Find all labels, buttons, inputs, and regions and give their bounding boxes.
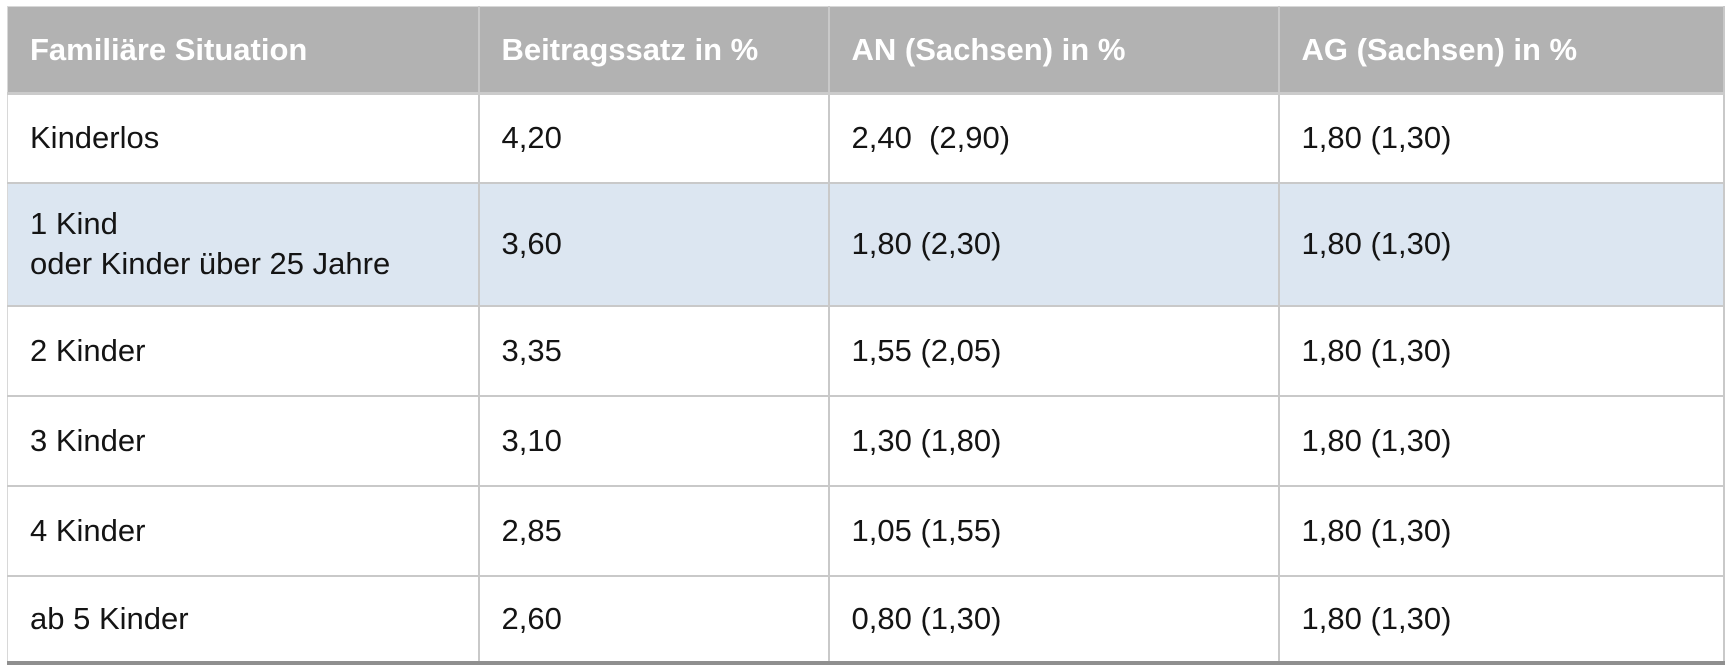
cell-situation: Kinderlos bbox=[7, 93, 480, 184]
cell-beitragssatz: 3,60 bbox=[478, 182, 830, 307]
cell-ag: 1,80 (1,30) bbox=[1278, 305, 1725, 397]
care-insurance-rate-table: Familiäre Situation Beitragssatz in % AN… bbox=[7, 6, 1725, 665]
cell-an: 1,55 (2,05) bbox=[828, 305, 1280, 397]
table-row: 4 Kinder 2,85 1,05 (1,55) 1,80 (1,30) bbox=[7, 485, 1725, 577]
table-row: 2 Kinder 3,35 1,55 (2,05) 1,80 (1,30) bbox=[7, 305, 1725, 397]
cell-an: 0,80 (1,30) bbox=[828, 575, 1280, 665]
cell-situation: 4 Kinder bbox=[7, 485, 480, 577]
header-beitragssatz: Beitragssatz in % bbox=[478, 6, 830, 95]
table-row-highlighted: 1 Kind oder Kinder über 25 Jahre 3,60 1,… bbox=[7, 182, 1725, 307]
cell-an: 1,05 (1,55) bbox=[828, 485, 1280, 577]
table-row: Kinderlos 4,20 2,40 (2,90) 1,80 (1,30) bbox=[7, 93, 1725, 184]
cell-ag: 1,80 (1,30) bbox=[1278, 395, 1725, 487]
cell-ag: 1,80 (1,30) bbox=[1278, 93, 1725, 184]
cell-beitragssatz: 2,60 bbox=[478, 575, 830, 665]
cell-situation: ab 5 Kinder bbox=[7, 575, 480, 665]
table-row: ab 5 Kinder 2,60 0,80 (1,30) 1,80 (1,30) bbox=[7, 575, 1725, 665]
header-ag-sachsen: AG (Sachsen) in % bbox=[1278, 6, 1725, 95]
table-row: 3 Kinder 3,10 1,30 (1,80) 1,80 (1,30) bbox=[7, 395, 1725, 487]
cell-situation: 3 Kinder bbox=[7, 395, 480, 487]
header-an-sachsen: AN (Sachsen) in % bbox=[828, 6, 1280, 95]
cell-situation: 1 Kind oder Kinder über 25 Jahre bbox=[7, 182, 480, 307]
cell-an: 1,80 (2,30) bbox=[828, 182, 1280, 307]
cell-ag: 1,80 (1,30) bbox=[1278, 575, 1725, 665]
cell-beitragssatz: 4,20 bbox=[478, 93, 830, 184]
cell-beitragssatz: 3,10 bbox=[478, 395, 830, 487]
cell-beitragssatz: 3,35 bbox=[478, 305, 830, 397]
cell-situation: 2 Kinder bbox=[7, 305, 480, 397]
cell-ag: 1,80 (1,30) bbox=[1278, 485, 1725, 577]
cell-an: 1,30 (1,80) bbox=[828, 395, 1280, 487]
header-familiaere-situation: Familiäre Situation bbox=[7, 6, 480, 95]
cell-an: 2,40 (2,90) bbox=[828, 93, 1280, 184]
cell-ag: 1,80 (1,30) bbox=[1278, 182, 1725, 307]
cell-beitragssatz: 2,85 bbox=[478, 485, 830, 577]
header-row: Familiäre Situation Beitragssatz in % AN… bbox=[7, 6, 1725, 95]
